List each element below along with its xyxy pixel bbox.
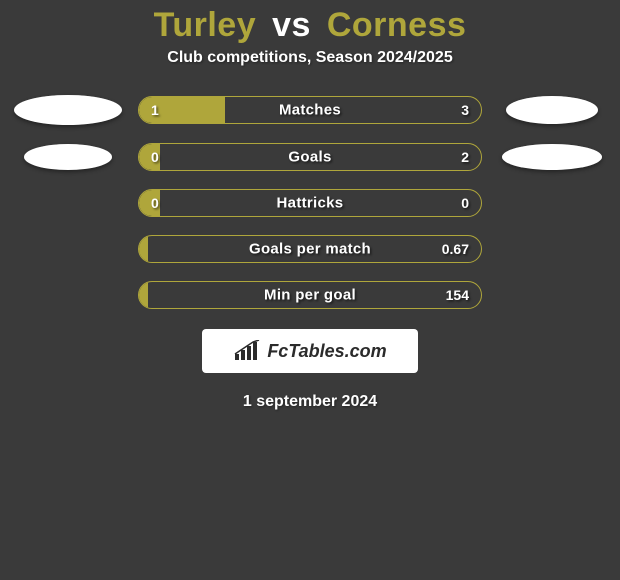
stat-label: Hattricks	[277, 195, 344, 212]
stat-right-value: 0.67	[442, 241, 469, 257]
stat-label: Min per goal	[264, 287, 356, 304]
title-vs: vs	[272, 6, 311, 44]
logo-text: FcTables.com	[267, 341, 386, 362]
stat-row: Goals per match 0.67	[10, 235, 610, 263]
title-player1: Turley	[154, 6, 257, 44]
stat-bar-fill	[139, 282, 148, 308]
stat-right-value: 154	[446, 287, 469, 303]
stat-bar-fill	[139, 236, 148, 262]
title-player2: Corness	[327, 6, 467, 44]
stat-right-value: 0	[461, 195, 469, 211]
stat-label: Goals per match	[249, 241, 371, 258]
right-badge-slot	[494, 144, 610, 170]
left-badge-slot	[10, 95, 126, 125]
stats-rows: 1 Matches 3 0 Goals 2 0 Hattricks 0 Goals per mat…	[0, 95, 620, 309]
player2-badge	[502, 144, 602, 170]
subtitle: Club competitions, Season 2024/2025	[167, 49, 452, 67]
stat-row: 1 Matches 3	[10, 95, 610, 125]
stat-left-value: 0	[151, 149, 159, 165]
source-logo: FcTables.com	[202, 329, 418, 373]
stat-left-value: 1	[151, 102, 159, 118]
stat-bar: Min per goal 154	[138, 281, 482, 309]
right-badge-slot	[494, 96, 610, 124]
stat-bar: 0 Goals 2	[138, 143, 482, 171]
stat-left-value: 0	[151, 195, 159, 211]
stat-row: 0 Goals 2	[10, 143, 610, 171]
player2-badge	[506, 96, 598, 124]
stat-right-value: 3	[461, 102, 469, 118]
bar-chart-icon	[233, 340, 261, 362]
stat-bar: 0 Hattricks 0	[138, 189, 482, 217]
stat-row: Min per goal 154	[10, 281, 610, 309]
left-badge-slot	[10, 144, 126, 170]
stat-label: Matches	[279, 102, 341, 119]
player1-badge	[24, 144, 112, 170]
stat-bar: Goals per match 0.67	[138, 235, 482, 263]
stat-bar: 1 Matches 3	[138, 96, 482, 124]
player1-badge	[14, 95, 122, 125]
stat-row: 0 Hattricks 0	[10, 189, 610, 217]
stat-label: Goals	[288, 149, 331, 166]
infographic-container: Turley vs Corness Club competitions, Sea…	[0, 0, 620, 580]
date-label: 1 september 2024	[243, 393, 377, 411]
stat-right-value: 2	[461, 149, 469, 165]
page-title: Turley vs Corness	[154, 6, 467, 45]
